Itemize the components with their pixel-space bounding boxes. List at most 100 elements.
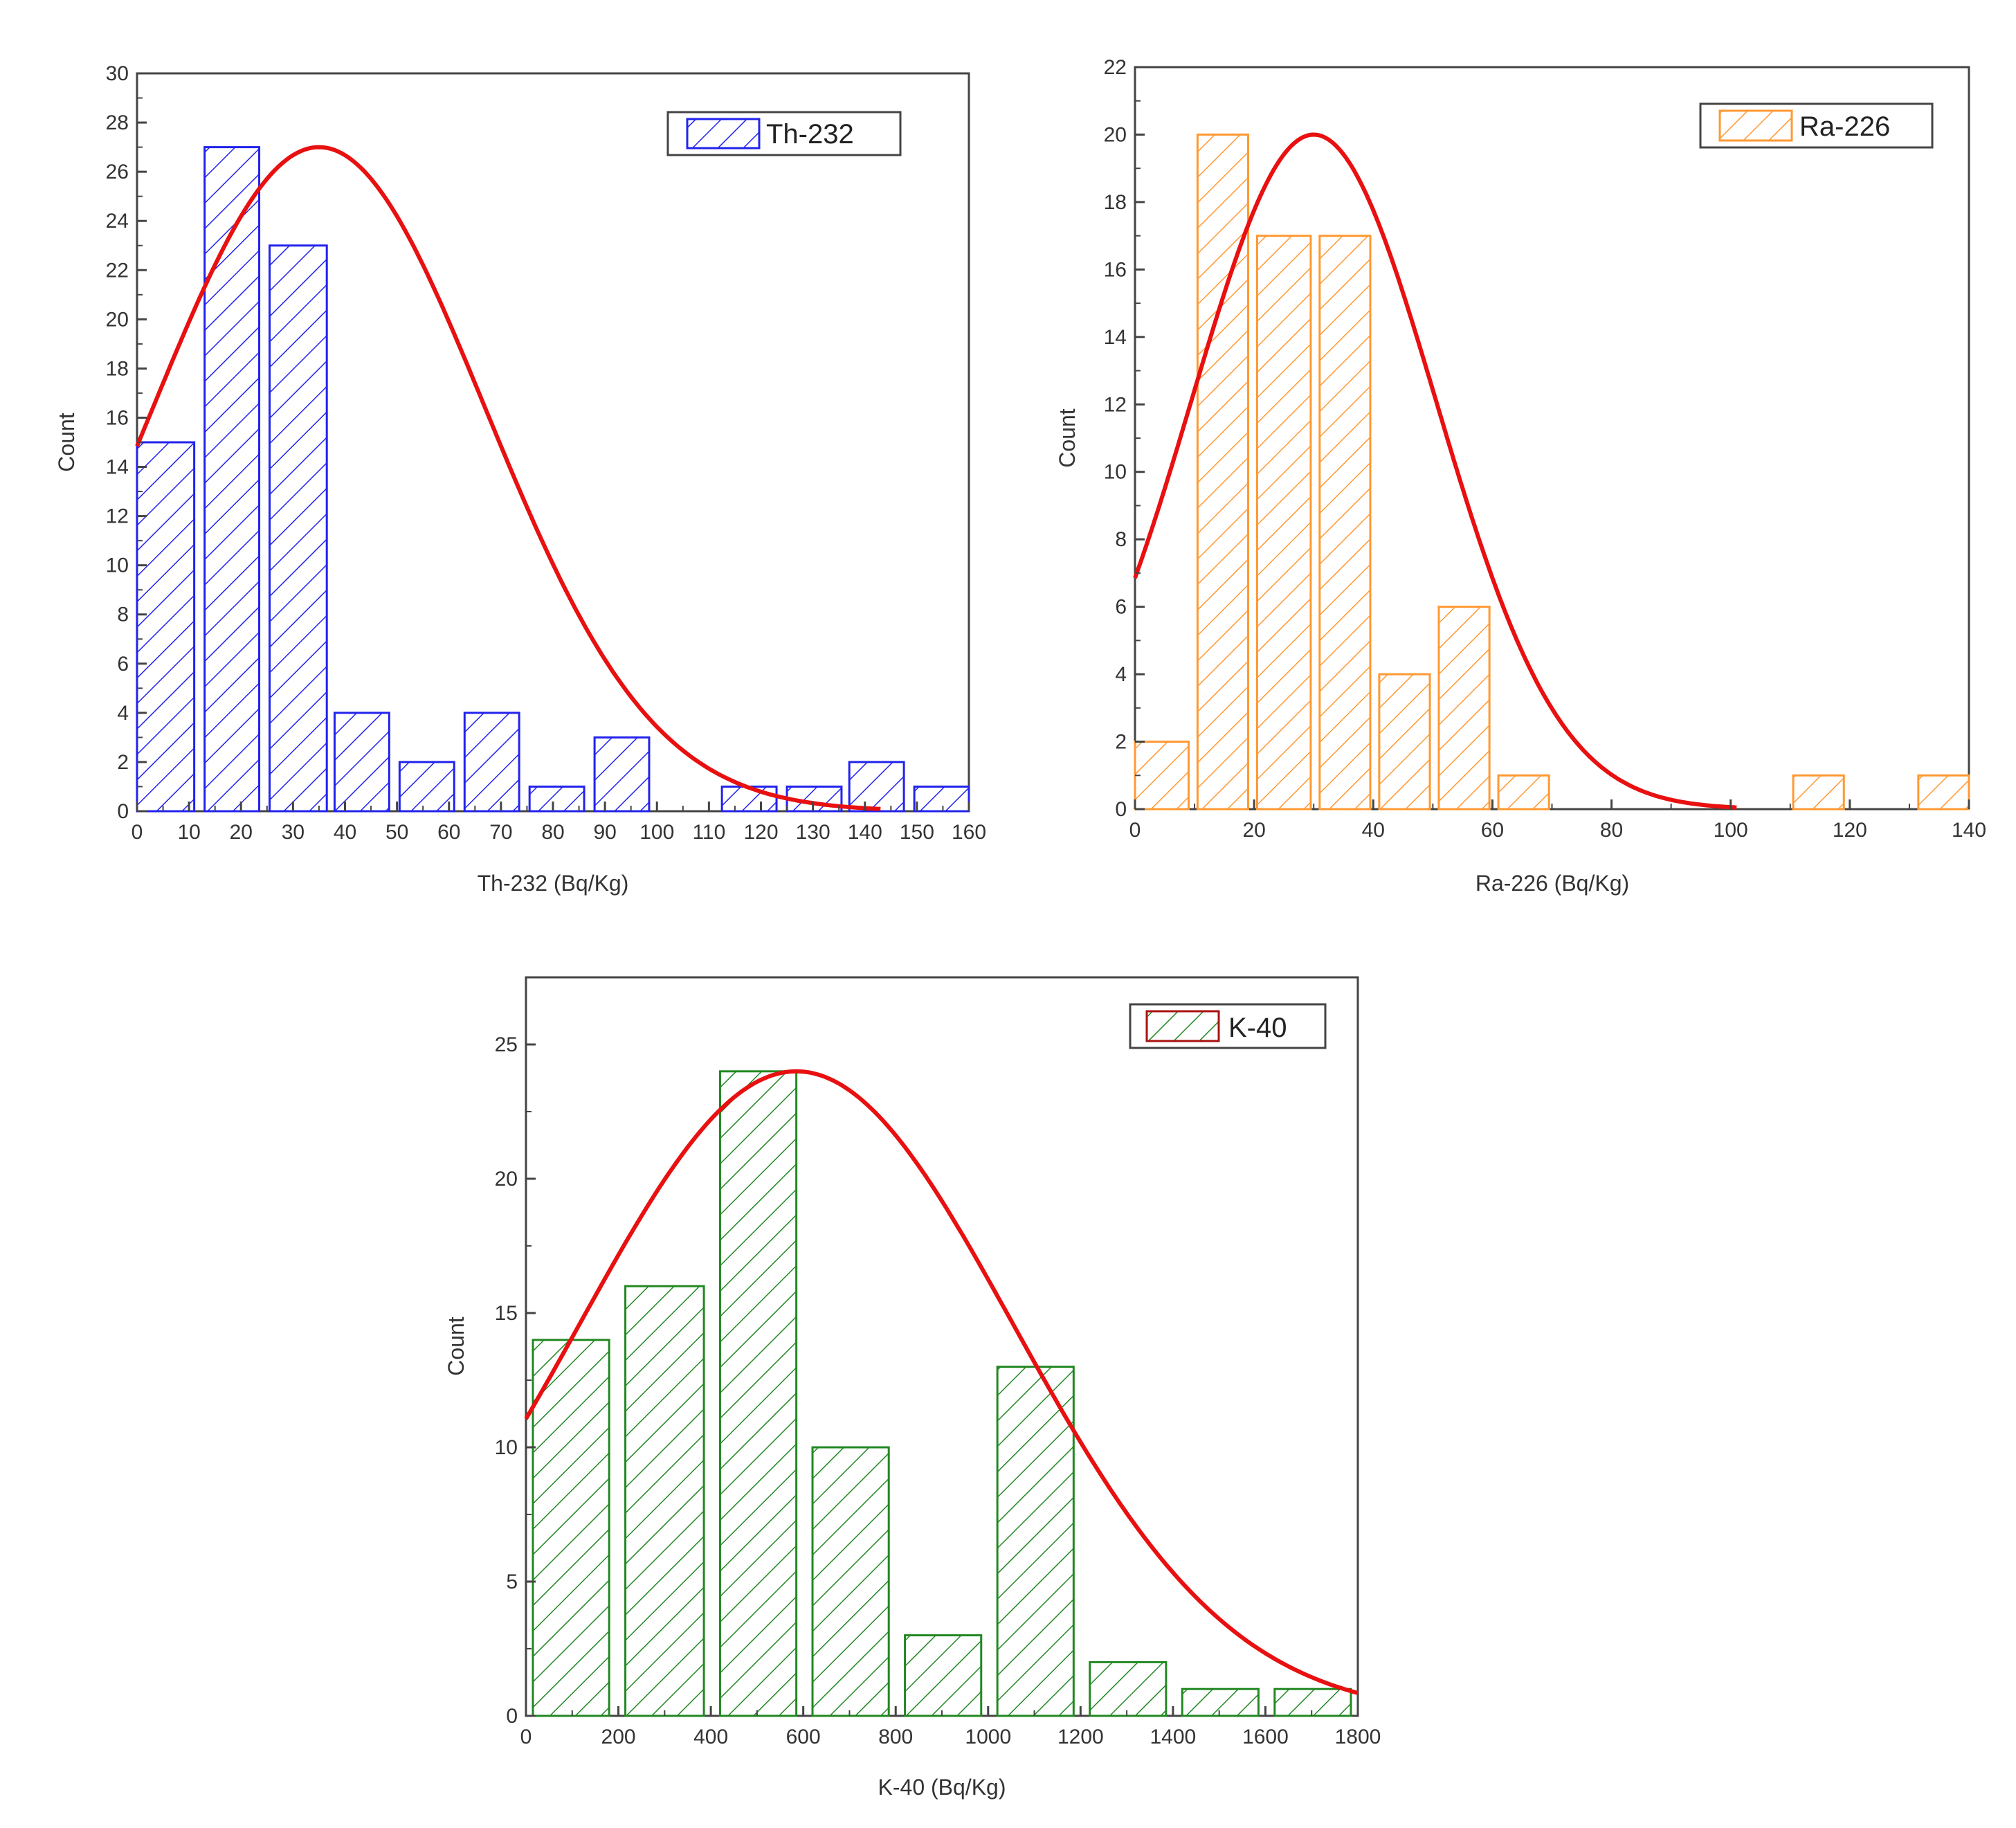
- y-tick-label: 15: [495, 1302, 518, 1325]
- bars-group: [1134, 133, 1970, 811]
- histogram-bar: [1497, 774, 1550, 811]
- x-tick-label: 80: [1600, 819, 1623, 842]
- x-tick-label: 120: [743, 821, 778, 844]
- x-tick-label: 40: [1362, 819, 1385, 842]
- histogram-bar: [1089, 1660, 1168, 1717]
- y-tick-label: 20: [106, 308, 129, 331]
- histogram-bar: [718, 1070, 798, 1717]
- gaussian-fit-curve: [135, 145, 881, 811]
- y-tick-label: 0: [117, 800, 129, 823]
- y-tick-label: 25: [495, 1033, 518, 1056]
- legend-swatch: [1718, 109, 1793, 142]
- x-tick-label: 600: [786, 1726, 821, 1748]
- y-tick-label: 2: [117, 751, 129, 774]
- x-tick-label: 0: [1129, 819, 1141, 842]
- x-tick-label: 30: [282, 821, 305, 844]
- x-tick-label: 100: [639, 821, 674, 844]
- x-tick-label: 20: [1242, 819, 1265, 842]
- x-tick-label: 140: [1952, 819, 1986, 842]
- y-tick-label: 20: [1104, 123, 1127, 146]
- y-tick-label: 10: [1104, 461, 1127, 484]
- histogram-bar: [624, 1285, 705, 1717]
- y-tick-label: 10: [495, 1436, 518, 1459]
- histogram-bar: [1378, 673, 1431, 811]
- y-tick-label: 22: [1104, 56, 1127, 79]
- y-tick-label: 4: [117, 702, 129, 725]
- x-tick-label: 70: [489, 821, 512, 844]
- y-tick-label: 5: [506, 1571, 518, 1593]
- histogram-bar: [1255, 235, 1312, 811]
- x-axis-label: K-40 (Bq/Kg): [878, 1775, 1006, 1800]
- histogram-bar: [848, 761, 905, 813]
- y-tick-label: 0: [1115, 798, 1127, 821]
- histogram-bar: [463, 712, 520, 813]
- y-tick-label: 30: [106, 62, 129, 85]
- legend: Ra-226: [1699, 102, 1934, 149]
- legend-label: K-40: [1228, 1013, 1287, 1043]
- y-tick-label: 26: [106, 161, 129, 183]
- chart-ra226: 0 20 40 60 80 100 120 140 0 2 4 6 8 10 12 14 16 18 20 22 Ra…: [1055, 56, 1986, 896]
- x-tick-label: 1200: [1057, 1726, 1104, 1748]
- y-tick-label: 24: [106, 210, 129, 233]
- y-tick-label: 16: [1104, 258, 1127, 281]
- bars-group: [532, 1070, 1352, 1717]
- axes-group: 0 200 400 600 800 1000 1200 1400 1600 1800 0 5 10 15 2…: [495, 1033, 1381, 1748]
- x-tick-label: 150: [900, 821, 934, 844]
- y-tick-label: 28: [106, 111, 129, 134]
- x-tick-label: 0: [520, 1726, 532, 1748]
- histogram-bar: [528, 785, 585, 813]
- histogram-bar: [913, 785, 970, 813]
- gaussian-fit-curve: [524, 1069, 1359, 1695]
- axes-group: 0 20 40 60 80 100 120 140 0 2 4 6 8 10 12 14 16 18 20 22: [1104, 56, 1986, 842]
- x-tick-label: 1000: [965, 1726, 1011, 1748]
- legend-label: Th-232: [766, 119, 854, 150]
- y-tick-label: 14: [1104, 326, 1127, 349]
- histogram-bar: [136, 441, 196, 813]
- histogram-bar: [811, 1446, 890, 1717]
- y-tick-label: 6: [1115, 596, 1127, 619]
- x-tick-label: 120: [1833, 819, 1867, 842]
- x-tick-label: 90: [593, 821, 616, 844]
- histogram-bar: [720, 785, 778, 813]
- y-axis-label: Count: [1055, 408, 1080, 468]
- histogram-bar: [1273, 1687, 1352, 1717]
- x-tick-label: 20: [230, 821, 253, 844]
- y-tick-label: 12: [1104, 393, 1127, 416]
- histogram-bar: [1134, 741, 1190, 811]
- x-tick-label: 50: [385, 821, 408, 844]
- x-tick-label: 130: [796, 821, 830, 844]
- legend-swatch: [1145, 1010, 1220, 1042]
- chart-k40: 0 200 400 600 800 1000 1200 1400 1600 1800 0 5 10 15 2…: [444, 976, 1381, 1800]
- histogram-bar: [1318, 235, 1372, 811]
- y-tick-label: 6: [117, 653, 129, 676]
- legend-swatch: [686, 118, 761, 150]
- histogram-bar: [269, 244, 328, 813]
- x-tick-label: 140: [848, 821, 882, 844]
- x-tick-label: 1600: [1242, 1726, 1289, 1748]
- y-axis-label: Count: [54, 413, 79, 472]
- y-tick-label: 20: [495, 1168, 518, 1191]
- y-axis-label: Count: [444, 1316, 469, 1376]
- x-axis-label: Th-232 (Bq/Kg): [478, 871, 629, 896]
- x-tick-label: 60: [1481, 819, 1504, 842]
- y-tick-label: 14: [106, 456, 129, 479]
- legend: Th-232: [666, 111, 902, 156]
- x-tick-label: 160: [952, 821, 986, 844]
- x-tick-label: 800: [878, 1726, 913, 1748]
- histogram-bar: [904, 1634, 983, 1717]
- histogram-bar: [203, 146, 261, 813]
- x-tick-label: 60: [437, 821, 460, 844]
- histogram-bar: [1437, 606, 1491, 811]
- y-tick-label: 4: [1115, 663, 1127, 686]
- histogram-bar: [593, 736, 651, 813]
- x-tick-label: 10: [177, 821, 200, 844]
- bars-group: [136, 146, 970, 813]
- y-tick-label: 12: [106, 505, 129, 528]
- histogram-bar: [1792, 774, 1845, 811]
- y-tick-label: 0: [506, 1705, 518, 1728]
- chart-th232: 0 10 20 30 40 50 60 70 80 90 100 110 120 130 140 150 160…: [54, 62, 986, 896]
- histogram-bar: [1917, 774, 1970, 811]
- histogram-bar: [532, 1339, 610, 1717]
- x-tick-label: 1800: [1335, 1726, 1381, 1748]
